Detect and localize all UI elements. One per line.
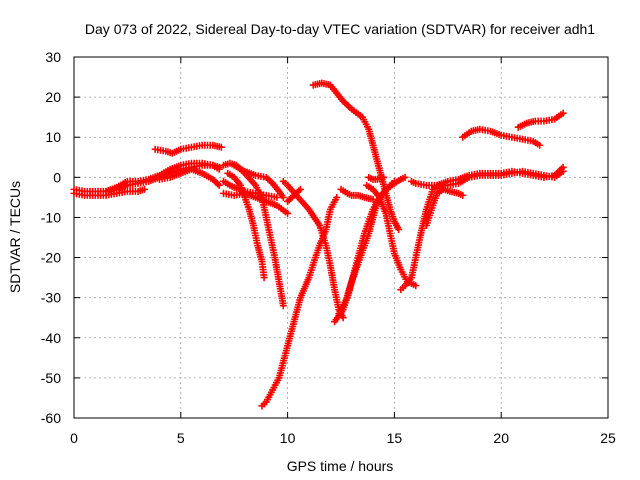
data-point (279, 302, 287, 310)
data-point (412, 282, 420, 290)
y-tick-label: -40 (41, 330, 61, 346)
series-track-2 (70, 185, 148, 199)
series-track-16 (335, 173, 409, 318)
x-tick-label: 25 (600, 430, 616, 446)
y-tick-label: -20 (41, 250, 61, 266)
data-point (217, 143, 225, 151)
data-point (140, 185, 148, 193)
plot-frame (73, 56, 609, 419)
data-point (215, 181, 223, 189)
series-track-23 (433, 163, 567, 189)
x-tick-label: 10 (280, 430, 296, 446)
series-track-8 (220, 159, 287, 310)
y-tick-label: -30 (41, 290, 61, 306)
y-tick-label: 10 (45, 129, 61, 145)
y-axis: 30 20 10 0 -10 -20 -30 -40 -50 -60 (41, 49, 608, 426)
series-track-25 (514, 109, 567, 131)
x-tick-label: 15 (387, 430, 403, 446)
series-track-4 (155, 165, 223, 189)
data-point (380, 173, 388, 181)
data-point (459, 191, 467, 199)
data-point (395, 225, 403, 233)
data-point (333, 193, 341, 201)
data-point (559, 109, 567, 117)
series-track-17 (337, 185, 377, 203)
y-tick-label: 30 (45, 49, 61, 65)
data-point (279, 193, 287, 201)
series-track-3 (102, 159, 223, 195)
data-point (559, 163, 567, 171)
y-tick-label: -10 (41, 209, 61, 225)
y-tick-label: -50 (41, 370, 61, 386)
y-tick-label: -60 (41, 410, 61, 426)
data-point (401, 173, 409, 181)
data-point (536, 141, 544, 149)
data-point (215, 163, 223, 171)
y-tick-label: 20 (45, 89, 61, 105)
series-track-11 (258, 193, 341, 410)
x-tick-label: 20 (493, 430, 509, 446)
series-track-22 (422, 185, 467, 229)
series-track-19 (363, 181, 420, 290)
chart-title: Day 073 of 2022, Sidereal Day-to-day VTE… (85, 21, 595, 37)
series-track-18 (365, 173, 388, 183)
x-tick-label: 0 (70, 430, 78, 446)
y-axis-label: SDTVAR / TECUs (7, 181, 23, 293)
x-axis: 0 5 10 15 20 25 (70, 57, 616, 446)
data-point (284, 209, 292, 217)
data-point (369, 195, 377, 203)
data-point (296, 185, 304, 193)
x-tick-label: 5 (177, 430, 185, 446)
series-track-14 (309, 79, 403, 233)
series-track-24 (459, 125, 544, 149)
series-track-9 (224, 169, 268, 282)
data-point (260, 274, 268, 282)
data-point (273, 193, 281, 201)
series-track-10 (230, 161, 287, 201)
grid (74, 57, 608, 418)
x-axis-label: GPS time / hours (287, 458, 394, 474)
series-track-5 (151, 141, 225, 157)
data-marks (70, 79, 567, 410)
y-tick-label: 0 (53, 169, 61, 185)
